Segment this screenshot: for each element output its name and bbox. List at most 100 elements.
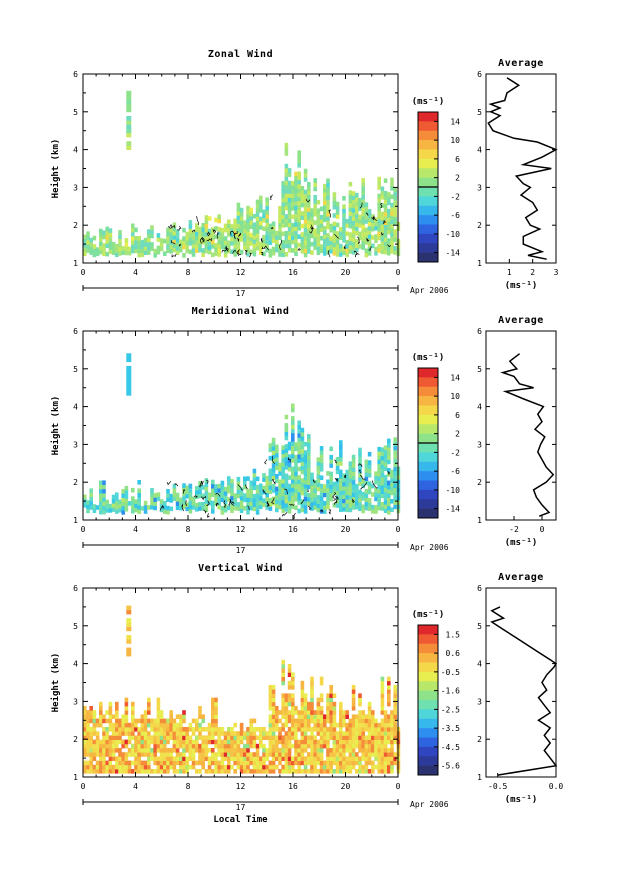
contour-line bbox=[264, 459, 268, 465]
heatmap-cell bbox=[99, 241, 103, 246]
heatmap-cell bbox=[326, 237, 330, 242]
heatmap-cell bbox=[131, 496, 135, 501]
heatmap-cell bbox=[387, 735, 391, 740]
heatmap-cell bbox=[307, 722, 311, 728]
contour-line bbox=[328, 209, 332, 218]
heatmap-cell bbox=[377, 446, 381, 452]
heatmap-cell bbox=[108, 764, 113, 770]
heatmap-cell bbox=[86, 760, 90, 766]
heatmap-cell bbox=[380, 481, 385, 486]
heatmap-cell bbox=[287, 504, 292, 510]
heatmap-cell bbox=[188, 752, 193, 757]
heatmap-cell bbox=[371, 722, 375, 728]
heatmap-cell bbox=[294, 710, 298, 715]
heatmap-cell bbox=[371, 748, 375, 753]
heatmap-cell bbox=[211, 488, 215, 493]
heatmap-cell bbox=[332, 706, 337, 711]
y-tick-label: 6 bbox=[73, 327, 78, 336]
heatmap-cell bbox=[313, 748, 317, 753]
heatmap-cell bbox=[204, 748, 209, 753]
heatmap-cell bbox=[281, 748, 285, 753]
heatmap-cell bbox=[150, 233, 154, 239]
heatmap-cell bbox=[294, 171, 298, 177]
heatmap-cell bbox=[86, 718, 90, 724]
heatmap-cell bbox=[233, 505, 237, 511]
heatmap-cell bbox=[147, 748, 151, 753]
heatmap-cell bbox=[335, 486, 340, 491]
heatmap-cell bbox=[393, 760, 397, 766]
heatmap-cell bbox=[137, 718, 141, 724]
heatmap-cell bbox=[358, 447, 362, 453]
heatmap-cell bbox=[198, 731, 202, 736]
heatmap-cell bbox=[262, 735, 266, 740]
heatmap-cell bbox=[150, 488, 154, 493]
heatmap-cell bbox=[297, 213, 301, 218]
heatmap-cell bbox=[243, 505, 247, 511]
heatmap-cell bbox=[380, 689, 385, 694]
heatmap-cell bbox=[233, 243, 237, 249]
heatmap-cell bbox=[287, 668, 292, 673]
heatmap-cell bbox=[108, 245, 113, 250]
heatmap-cell bbox=[147, 233, 151, 239]
heatmap-cell bbox=[348, 478, 353, 483]
heatmap-cell bbox=[223, 735, 228, 740]
heatmap-cell bbox=[201, 760, 205, 766]
heatmap-cell bbox=[387, 756, 391, 761]
heatmap-cell bbox=[163, 764, 167, 770]
heatmap-cell bbox=[211, 697, 215, 703]
colorbar-segment bbox=[418, 158, 438, 169]
heatmap-cell bbox=[291, 453, 295, 459]
heatmap-cell bbox=[284, 456, 289, 462]
colorbar-segment bbox=[418, 499, 438, 509]
heatmap-cell bbox=[204, 215, 209, 220]
colorbar-tick-label: -14 bbox=[446, 249, 461, 258]
heatmap-cell bbox=[95, 748, 100, 753]
heatmap-cell bbox=[191, 756, 196, 761]
heatmap-cell bbox=[351, 752, 356, 757]
heatmap-cell bbox=[355, 714, 359, 719]
heatmap-cell bbox=[332, 234, 337, 239]
heatmap-cell bbox=[271, 689, 276, 694]
heatmap-cell bbox=[259, 208, 263, 213]
heatmap-cell bbox=[147, 697, 151, 703]
heatmap-cell bbox=[355, 213, 359, 219]
heatmap-cell bbox=[121, 718, 125, 724]
heatmap-cell bbox=[236, 211, 241, 216]
heatmap-cell bbox=[214, 492, 218, 498]
heatmap-cell bbox=[319, 739, 324, 745]
heatmap-cell bbox=[332, 213, 337, 218]
heatmap-cell bbox=[393, 714, 397, 719]
heatmap-cell bbox=[271, 735, 276, 740]
heatmap-cell bbox=[217, 760, 221, 766]
heatmap-cell bbox=[166, 493, 170, 498]
heatmap-cell bbox=[156, 701, 161, 707]
heatmap-cell bbox=[339, 235, 343, 240]
contour-line bbox=[236, 253, 242, 257]
heatmap-cell bbox=[147, 706, 151, 711]
heatmap-cell bbox=[361, 228, 365, 234]
heatmap-cell bbox=[111, 246, 116, 251]
heatmap-cell bbox=[169, 236, 173, 241]
heatmap-cell bbox=[163, 769, 167, 774]
contour-line bbox=[300, 499, 304, 504]
heatmap-cell bbox=[351, 463, 356, 468]
heatmap-cell bbox=[195, 760, 199, 766]
heatmap-cell bbox=[313, 496, 317, 502]
heatmap-cell bbox=[342, 769, 346, 774]
heatmap-cell bbox=[323, 764, 327, 770]
heatmap-cell bbox=[166, 248, 170, 254]
heatmap-cell bbox=[326, 207, 330, 213]
heatmap-cell bbox=[143, 242, 148, 247]
heatmap-cell bbox=[351, 220, 356, 226]
heatmap-cell bbox=[358, 756, 362, 761]
heatmap-cell bbox=[355, 500, 359, 506]
heatmap-cell bbox=[287, 210, 292, 215]
heatmap-cell bbox=[287, 697, 292, 703]
heatmap-cell bbox=[143, 710, 148, 715]
heatmap-cell bbox=[300, 198, 305, 204]
heatmap-cell bbox=[265, 484, 269, 489]
heatmap-cell bbox=[268, 497, 273, 503]
heatmap-cell bbox=[179, 722, 183, 728]
heatmap-cell bbox=[291, 487, 295, 493]
heatmap-cell bbox=[281, 722, 285, 728]
